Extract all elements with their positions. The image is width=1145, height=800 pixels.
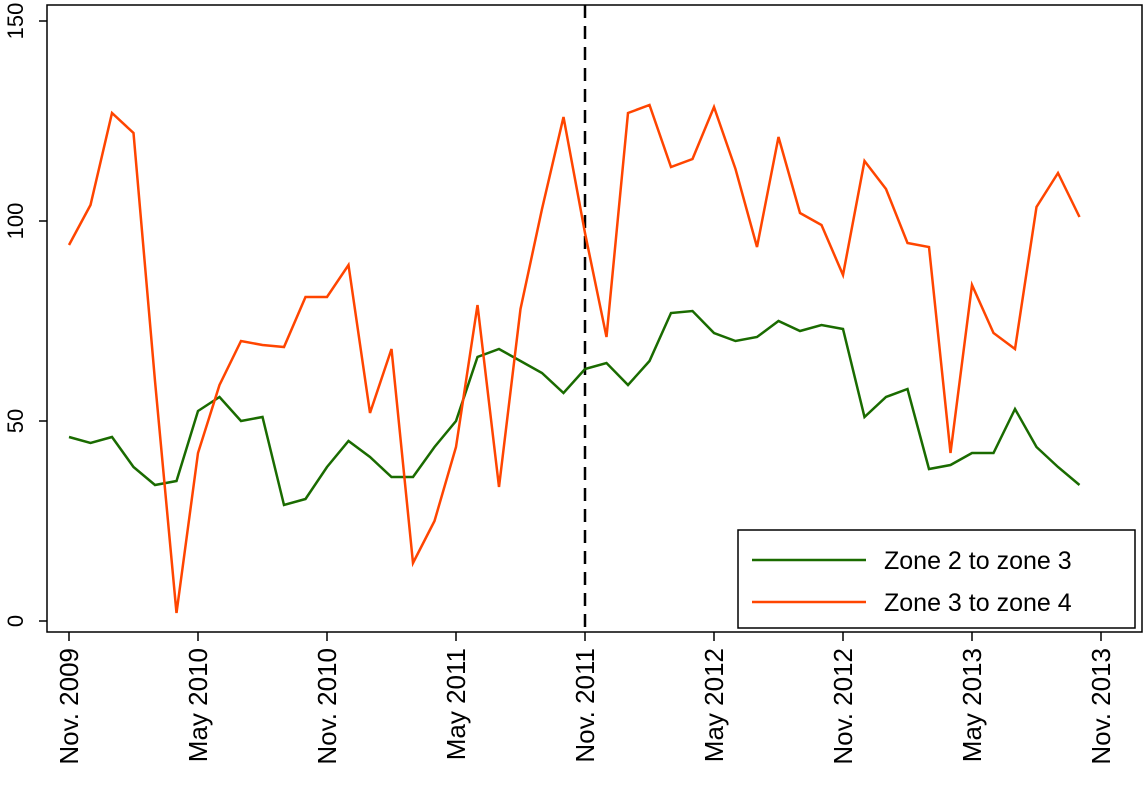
x-tick-label-7: May 2013 — [957, 648, 987, 762]
x-tick-label-5: May 2012 — [699, 648, 729, 762]
legend-box — [737, 529, 1136, 629]
x-tick-label-8: Nov. 2013 — [1086, 648, 1116, 765]
y-tick-label-0: 0 — [3, 615, 28, 627]
y-axis: 0 50 100 150 — [3, 3, 47, 627]
y-tick-label-100: 100 — [3, 203, 28, 240]
y-tick-label-150: 150 — [3, 3, 28, 40]
x-tick-label-1: May 2010 — [183, 648, 213, 762]
legend-label-zone-3-to-zone-4: Zone 3 to zone 4 — [884, 589, 1072, 617]
x-tick-label-4: Nov. 2011 — [570, 648, 600, 763]
x-tick-label-2: Nov. 2010 — [312, 648, 342, 765]
series-line-zone-3-to-zone-4 — [67, 103, 1081, 614]
x-tick-label-3: May 2011 — [441, 648, 471, 760]
x-tick-label-6: Nov. 2012 — [828, 648, 858, 765]
x-axis: Nov. 2009 May 2010 Nov. 2010 May 2011 Nov. 2… — [54, 632, 1116, 765]
series-group — [67, 103, 1081, 614]
x-tick-label-0: Nov. 2009 — [54, 648, 84, 765]
legend-label-zone-2-to-zone-3: Zone 2 to zone 3 — [884, 547, 1072, 575]
legend: Zone 2 to zone 3 Zone 3 to zone 4 — [737, 529, 1136, 629]
series-line-zone-2-to-zone-3 — [68, 309, 1081, 507]
plot-frame — [46, 4, 1143, 633]
y-tick-label-50: 50 — [3, 409, 28, 433]
